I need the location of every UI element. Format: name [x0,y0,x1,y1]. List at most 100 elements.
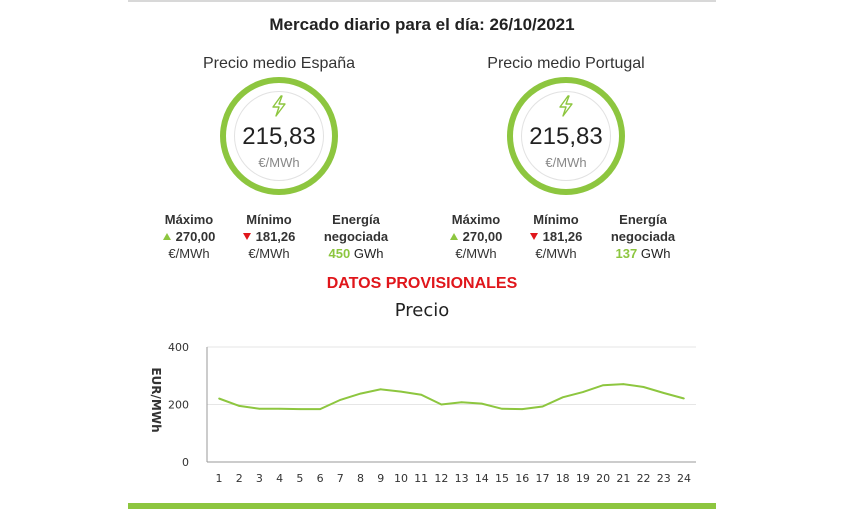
lightning-bolt-icon [559,95,573,117]
min-label: Mínimo [533,212,579,227]
portugal-price-gauge: 215,83 €/MWh [507,77,625,195]
x-tick-labels: 1 2 3 4 5 6 7 8 9 10 11 12 13 14 15 16 17 18 19 20 21 22 23 24 [216,472,692,485]
portugal-panel: Precio medio Portugal 215,83 €/MWh Máxim… [421,55,711,281]
x-tick-label: 24 [677,472,691,485]
data-point [420,393,422,396]
min-label: Mínimo [246,212,292,227]
data-point [359,392,362,395]
data-point [299,408,301,410]
data-point [460,401,463,403]
x-tick-label: 11 [414,472,428,485]
data-point [379,388,382,391]
price-series-line [218,383,685,411]
data-point [582,391,584,393]
energy-label-1: Energía [619,212,667,227]
y-tick-labels: 0 200 400 [168,341,189,469]
spain-max-stat: Máximo 270,00 €/MWh [154,211,224,262]
data-point [501,408,503,410]
portugal-title: Precio medio Portugal [487,55,645,72]
data-point [218,397,220,400]
x-tick-label: 13 [455,472,469,485]
data-point [238,405,241,407]
x-tick-label: 19 [576,472,590,485]
max-label: Máximo [164,212,214,227]
energy-label-1: Energía [332,212,380,227]
up-arrow-icon [449,233,458,240]
up-arrow-icon [162,233,171,240]
spain-title: Precio medio España [202,55,356,72]
x-tick-label: 18 [556,472,570,485]
x-tick-label: 17 [535,472,549,485]
data-point [622,383,625,385]
data-point [278,408,281,410]
x-tick-label: 10 [394,472,408,485]
spain-min-value: 181,26 [255,229,296,244]
top-divider [128,0,716,2]
portugal-avg-price: 215,83 [529,123,603,150]
bottom-accent-bar [128,503,716,509]
energy-label-2: negociada [323,229,389,244]
provisional-notice: DATOS PROVISIONALES [326,275,518,292]
portugal-min-unit: €/MWh [535,246,577,261]
gauge-inner-ring [234,91,324,181]
portugal-avg-unit: €/MWh [545,155,587,170]
page-title: Mercado diario para el día: 26/10/2021 [269,15,575,34]
data-point [258,408,261,410]
spain-max-value: 270,00 [175,229,216,244]
portugal-energy-stat: Energía negociada 137 GWh [601,211,685,262]
spain-avg-price: 215,83 [242,123,316,150]
chart-grid [206,346,696,463]
spain-min-stat: Mínimo 181,26 €/MWh [234,211,304,262]
data-point [319,408,321,410]
lightning-bolt-icon [272,95,286,117]
spain-min-unit: €/MWh [248,246,290,261]
data-point [561,396,564,399]
x-tick-label: 7 [337,472,344,485]
x-tick-label: 4 [276,472,283,485]
x-tick-label: 21 [616,472,630,485]
data-point [339,399,342,401]
down-arrow-icon [242,233,251,240]
spain-avg-unit: €/MWh [258,155,300,170]
x-tick-label: 9 [377,472,384,485]
x-tick-label: 1 [216,472,223,485]
data-point [602,384,604,387]
x-tick-label: 2 [236,472,243,485]
data-point [642,386,645,388]
portugal-energy-unit: GWh [640,246,671,261]
x-tick-label: 14 [475,472,489,485]
chart-title: Precio [394,300,450,321]
data-point [400,390,402,393]
spain-max-unit: €/MWh [168,246,210,261]
portugal-max-stat: Máximo 270,00 €/MWh [441,211,511,262]
y-tick-label: 0 [182,456,189,469]
x-tick-label: 3 [256,472,263,485]
x-tick-label: 16 [515,472,529,485]
energy-label-2: negociada [610,229,676,244]
spain-energy-value: 450 [328,246,351,261]
x-tick-label: 12 [434,472,448,485]
portugal-stats: Máximo 270,00 €/MWh Mínimo 181,26 €/MWh … [421,211,711,281]
spain-energy-unit: GWh [353,246,384,261]
spain-panel: Precio medio España 215,83 €/MWh Máximo … [134,55,424,281]
data-point [541,405,544,408]
data-point [683,397,685,400]
y-tick-label: 400 [168,341,189,354]
gauge-inner-ring [521,91,611,181]
data-point [662,392,665,394]
data-point [521,408,524,410]
portugal-max-unit: €/MWh [455,246,497,261]
x-tick-label: 6 [317,472,324,485]
portugal-min-stat: Mínimo 181,26 €/MWh [521,211,591,262]
x-tick-label: 15 [495,472,509,485]
y-axis-label: EUR/MWh [149,367,163,432]
series-points [218,383,685,410]
x-tick-label: 23 [657,472,671,485]
max-label: Máximo [451,212,501,227]
down-arrow-icon [529,233,538,240]
spain-price-gauge: 215,83 €/MWh [220,77,338,195]
portugal-energy-value: 137 [615,246,638,261]
spain-stats: Máximo 270,00 €/MWh Mínimo 181,26 €/MWh … [134,211,424,281]
x-tick-label: 20 [596,472,610,485]
